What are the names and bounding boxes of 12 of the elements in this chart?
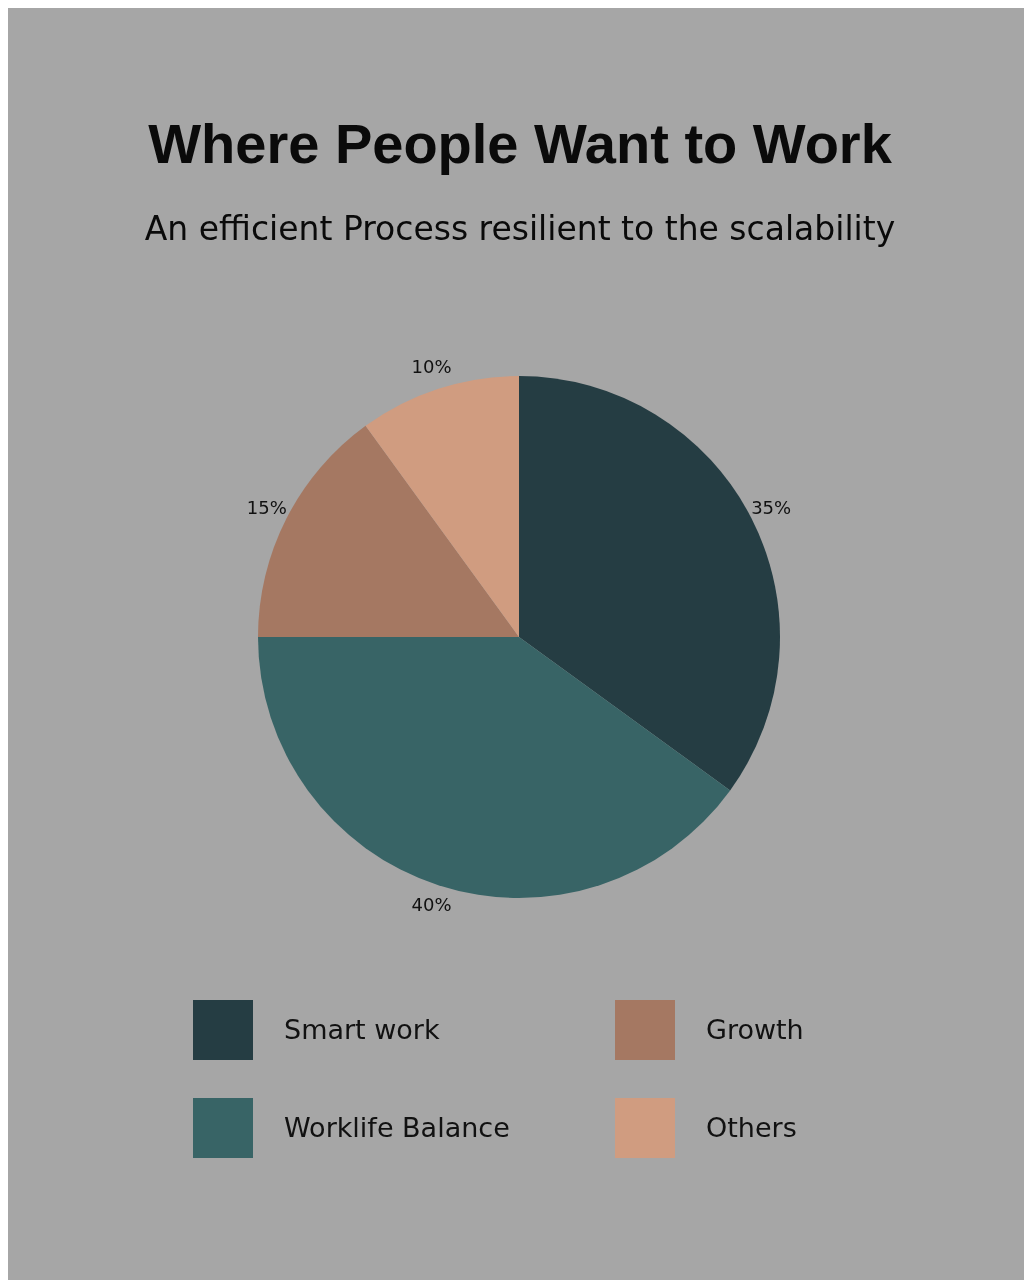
pie-slice [258,637,731,898]
legend-label: Others [706,1111,797,1143]
legend-label: Worklife Balance [284,1111,510,1143]
chart-subtitle: An efficient Process resilient to the scalability [144,209,896,248]
data-label: 40% [411,894,452,916]
legend-label: Growth [706,1013,804,1045]
chart-title: Where People Want to Work [148,112,893,175]
legend-label: Smart work [284,1013,440,1045]
pie-slice [365,376,519,637]
data-label: 35% [751,496,792,518]
data-label: 10% [411,355,452,377]
data-label: 15% [246,496,287,518]
